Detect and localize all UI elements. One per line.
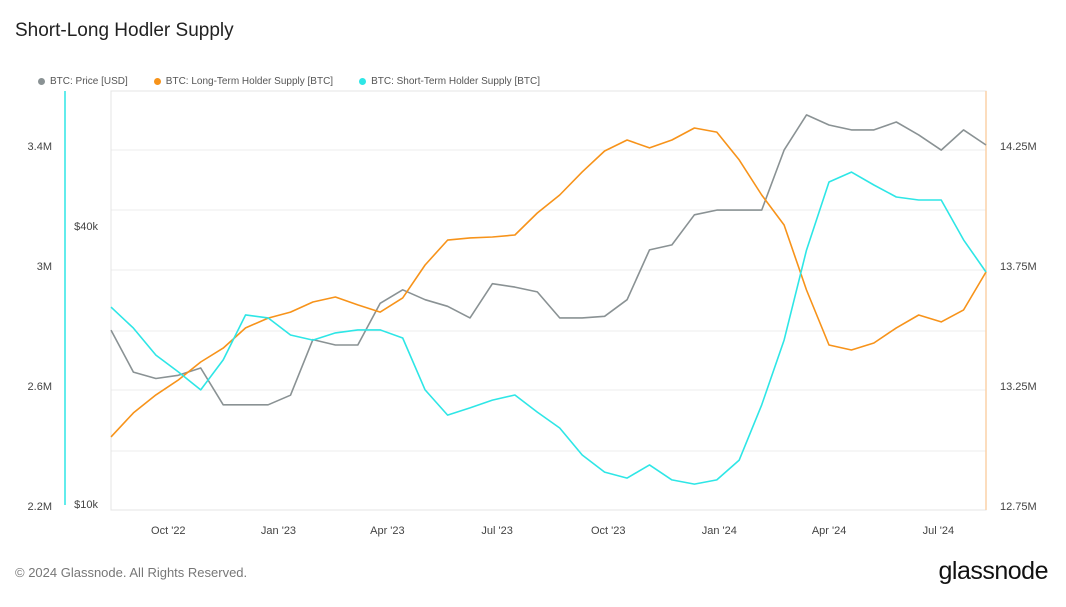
x-tick-label: Jul '24 <box>923 525 954 537</box>
series-line-lth <box>110 127 987 438</box>
legend-dot-icon <box>38 78 45 85</box>
legend: BTC: Price [USD] BTC: Long-Term Holder S… <box>38 76 540 87</box>
legend-label: BTC: Short-Term Holder Supply [BTC] <box>371 76 541 87</box>
y-left-tick-label: 2.2M <box>28 501 52 513</box>
legend-item-price[interactable]: BTC: Price [USD] <box>38 76 128 87</box>
legend-dot-icon <box>153 78 161 85</box>
y-left-tick-label: 3.4M <box>28 141 52 153</box>
y-price-tick-label: $10k <box>74 499 98 511</box>
glassnode-logo: glassnode <box>938 557 1049 585</box>
legend-dot-icon <box>359 78 367 85</box>
x-tick-label: Oct '23 <box>591 525 626 537</box>
chart-title: Short-Long Hodler Supply <box>15 20 234 41</box>
copyright: © 2024 Glassnode. All Rights Reserved. <box>15 565 248 580</box>
series-line-sth <box>110 171 987 485</box>
x-tick-label: Jan '24 <box>702 525 737 537</box>
y-left-tick-label: 3M <box>37 261 52 273</box>
y-left-tick-label: 2.6M <box>28 381 52 393</box>
y-price-tick-label: $40k <box>74 221 98 233</box>
x-tick-label: Jul '23 <box>481 525 512 537</box>
legend-item-lth[interactable]: BTC: Long-Term Holder Supply [BTC] <box>153 76 334 87</box>
y-right-tick-label: 14.25M <box>1000 141 1037 153</box>
x-tick-label: Jan '23 <box>261 525 296 537</box>
legend-label: BTC: Long-Term Holder Supply [BTC] <box>165 76 334 87</box>
y-right-tick-label: 12.75M <box>1000 501 1037 513</box>
plot-frame <box>110 90 987 511</box>
legend-item-sth[interactable]: BTC: Short-Term Holder Supply [BTC] <box>359 76 540 87</box>
x-tick-label: Apr '24 <box>812 525 847 537</box>
legend-label: BTC: Price [USD] <box>50 76 128 87</box>
y-right-tick-label: 13.75M <box>1000 261 1037 273</box>
x-tick-label: Oct '22 <box>151 525 186 537</box>
x-tick-label: Apr '23 <box>370 525 405 537</box>
y-right-tick-label: 13.25M <box>1000 381 1037 393</box>
series-line-price <box>110 114 987 406</box>
